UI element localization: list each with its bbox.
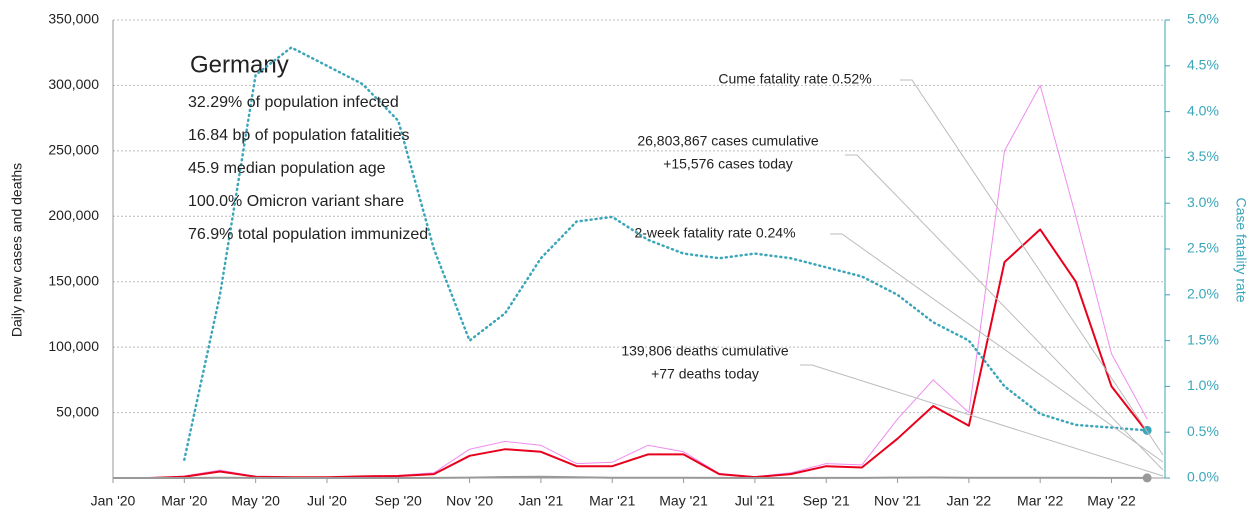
y-tick-label: 350,000 bbox=[48, 11, 99, 27]
info-line: 32.29% of population infected bbox=[188, 94, 399, 111]
x-tick-label: Jan '21 bbox=[519, 493, 564, 509]
y2-tick-label: 3.0% bbox=[1187, 194, 1219, 210]
y-tick-label: 250,000 bbox=[48, 142, 99, 158]
y2-tick-label: 2.0% bbox=[1187, 286, 1219, 302]
info-title: Germany bbox=[190, 51, 289, 78]
x-tick-label: May '21 bbox=[659, 493, 708, 509]
x-tick-label: Nov '21 bbox=[874, 493, 921, 509]
y-tick-label: 300,000 bbox=[48, 76, 99, 92]
info-line: 100.0% Omicron variant share bbox=[188, 193, 404, 210]
y2-tick-label: 0.5% bbox=[1187, 423, 1219, 439]
leader-line bbox=[800, 364, 1164, 477]
x-tick-label: Jul '21 bbox=[735, 493, 775, 509]
annotation: 139,806 deaths cumulative bbox=[621, 343, 789, 359]
x-tick-label: Mar '21 bbox=[589, 493, 635, 509]
y2-tick-label: 3.5% bbox=[1187, 148, 1219, 164]
annotation: 26,803,867 cases cumulative bbox=[637, 133, 819, 149]
y2-axis-label: Case fatality rate bbox=[1233, 197, 1249, 302]
x-tick-label: Jul '20 bbox=[307, 493, 347, 509]
annotation: Cume fatality rate 0.52% bbox=[718, 71, 871, 87]
y2-tick-label: 4.5% bbox=[1187, 57, 1219, 73]
info-line: 45.9 median population age bbox=[188, 160, 386, 177]
y2-tick-label: 4.0% bbox=[1187, 102, 1219, 118]
annotation: +15,576 cases today bbox=[663, 156, 793, 172]
y-tick-label: 100,000 bbox=[48, 338, 99, 354]
y-axis-label: Daily new cases and deaths bbox=[9, 163, 25, 337]
series-line bbox=[183, 46, 1149, 461]
x-tick-label: Sep '21 bbox=[803, 493, 850, 509]
x-tick-label: Mar '20 bbox=[161, 493, 207, 509]
annotation: +77 deaths today bbox=[651, 366, 759, 382]
info-line: 16.84 bp of population fatalities bbox=[188, 127, 410, 144]
info-line: 76.9% total population immunized bbox=[188, 226, 428, 243]
leader-line bbox=[900, 79, 1164, 456]
y2-tick-label: 0.0% bbox=[1187, 469, 1219, 485]
series-line bbox=[113, 475, 1148, 479]
leader-line bbox=[830, 233, 1164, 463]
y-tick-label: 200,000 bbox=[48, 207, 99, 223]
y-tick-label: 150,000 bbox=[48, 272, 99, 288]
y-tick-label: 50,000 bbox=[56, 403, 99, 419]
y2-tick-label: 1.0% bbox=[1187, 377, 1219, 393]
y2-tick-label: 2.5% bbox=[1187, 240, 1219, 256]
x-tick-label: Sep '20 bbox=[375, 493, 422, 509]
x-tick-label: May '22 bbox=[1087, 493, 1136, 509]
annotation: 2-week fatality rate 0.24% bbox=[634, 225, 795, 241]
x-tick-label: Mar '22 bbox=[1017, 493, 1063, 509]
y2-tick-label: 5.0% bbox=[1187, 11, 1219, 27]
x-tick-label: Nov '20 bbox=[446, 493, 493, 509]
leader-line bbox=[845, 154, 1164, 471]
y2-tick-label: 1.5% bbox=[1187, 331, 1219, 347]
x-tick-label: Jan '22 bbox=[947, 493, 992, 509]
x-tick-label: May '20 bbox=[231, 493, 280, 509]
end-marker bbox=[1142, 473, 1152, 483]
x-tick-label: Jan '20 bbox=[91, 493, 136, 509]
